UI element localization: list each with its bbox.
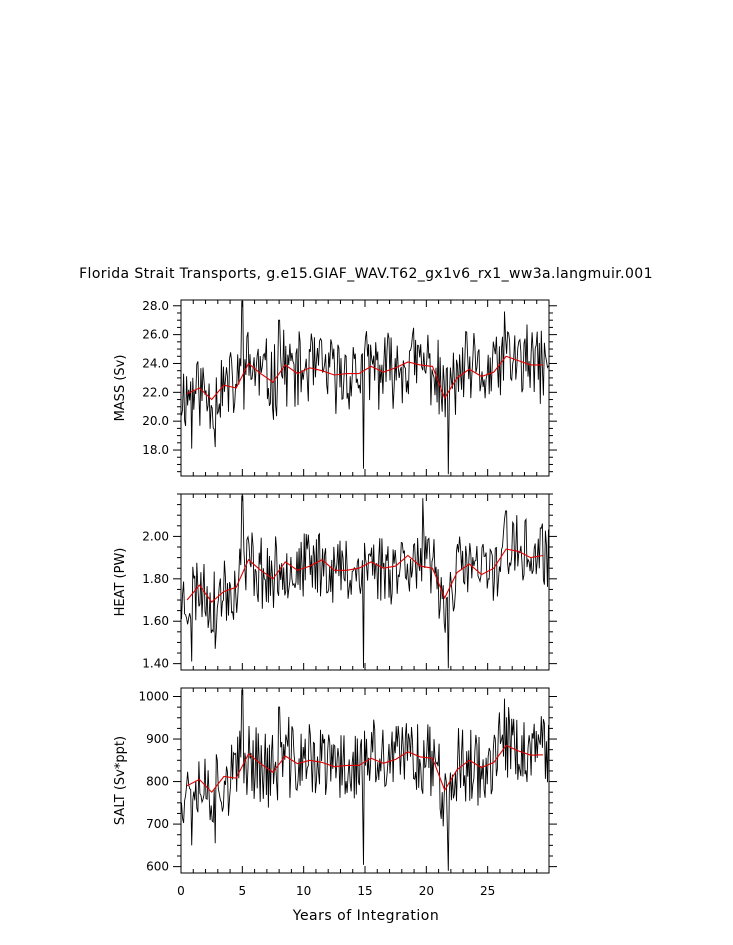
- chart-title: Florida Strait Transports, g.e15.GIAF_WA…: [79, 266, 653, 282]
- x-tick-label: 5: [239, 884, 247, 898]
- y-tick-label: 900: [146, 732, 169, 746]
- y-tick-label: 800: [146, 775, 169, 789]
- y-tick-label: 26.0: [142, 328, 169, 342]
- y-tick-label: 700: [146, 817, 169, 831]
- monthly-series-line: [181, 300, 549, 475]
- panel-frame: [180, 493, 550, 671]
- monthly-series-line: [181, 689, 549, 871]
- annual-mean-line: [186, 548, 543, 603]
- x-tick-label: 15: [357, 884, 372, 898]
- panel-0: 18.0 20.0 22.0 24.0 26.0 28.0 MASS (Sv): [113, 299, 557, 477]
- y-tick-label: 1000: [138, 690, 169, 704]
- y-tick-label: 600: [146, 860, 169, 874]
- y-axis-label: SALT (Sv*ppt): [113, 736, 128, 825]
- panel-1: 1.40 1.60 1.80 2.00 HEAT (PW): [113, 493, 557, 671]
- chart-panels: 18.0 20.0 22.0 24.0 26.0 28.0 MASS (Sv) 1.40 1.6…: [113, 299, 557, 874]
- y-tick-label: 20.0: [142, 414, 169, 428]
- annual-mean-line: [186, 744, 543, 794]
- x-axis-label: Years of Integration: [292, 908, 439, 924]
- y-tick-label: 1.80: [142, 572, 169, 586]
- y-axis-label: MASS (Sv): [113, 355, 128, 422]
- x-axis: 0 5 10 15 20 25: [177, 884, 495, 898]
- y-tick-label: 22.0: [142, 385, 169, 399]
- annual-mean-line: [186, 355, 543, 401]
- y-tick-label: 18.0: [142, 443, 169, 457]
- x-tick-label: 10: [296, 884, 311, 898]
- y-tick-label: 2.00: [142, 529, 169, 543]
- y-axis-label: HEAT (PW): [113, 548, 128, 617]
- y-tick-label: 28.0: [142, 299, 169, 313]
- x-tick-label: 25: [480, 884, 495, 898]
- y-tick-label: 1.60: [142, 614, 169, 628]
- x-tick-label: 20: [419, 884, 434, 898]
- y-tick-label: 1.40: [142, 657, 169, 671]
- panel-2: 600 700 800 900 1000 SALT (Sv*ppt): [113, 687, 557, 874]
- x-tick-label: 0: [177, 884, 185, 898]
- y-tick-label: 24.0: [142, 356, 169, 370]
- monthly-series-line: [181, 495, 549, 669]
